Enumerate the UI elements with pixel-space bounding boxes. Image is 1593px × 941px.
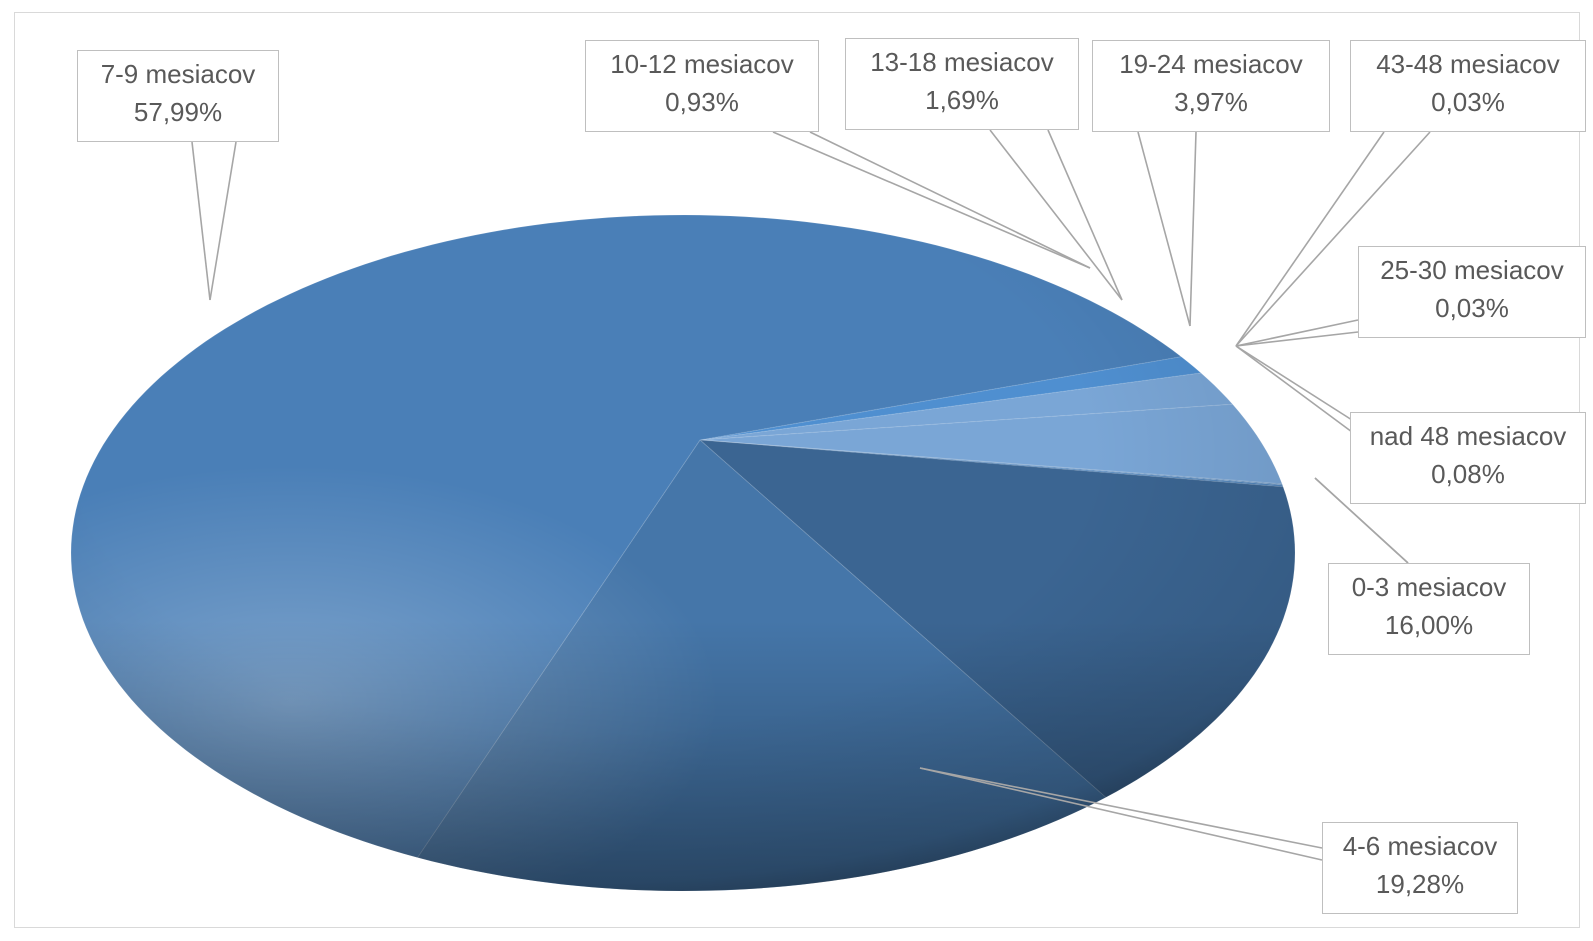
label-25-30: 25-30 mesiacov 0,03% xyxy=(1358,246,1586,338)
label-13-18: 13-18 mesiacov 1,69% xyxy=(845,38,1079,130)
leader-line xyxy=(1137,131,1191,327)
label-4-6: 4-6 mesiacov 19,28% xyxy=(1322,822,1518,914)
leader-line xyxy=(1235,345,1353,433)
leader-line xyxy=(772,131,1091,269)
leader-line xyxy=(209,141,237,301)
leader-line xyxy=(919,767,1323,849)
label-43-48: 43-48 mesiacov 0,03% xyxy=(1350,40,1586,132)
leader-line xyxy=(1235,131,1385,347)
label-7-9: 7-9 mesiacov 57,99% xyxy=(77,50,279,142)
leader-line xyxy=(1235,345,1353,421)
label-10-12: 10-12 mesiacov 0,93% xyxy=(585,40,819,132)
leader-line xyxy=(1235,319,1359,347)
leader-line xyxy=(1189,131,1197,327)
leader-line xyxy=(809,131,1091,269)
leader-line xyxy=(191,141,211,301)
leader-line xyxy=(1235,331,1359,347)
leader-line xyxy=(1047,129,1123,301)
leader-line xyxy=(989,129,1123,301)
label-nad-48: nad 48 mesiacov 0,08% xyxy=(1350,412,1586,504)
leader-line xyxy=(919,767,1323,861)
label-19-24: 19-24 mesiacov 3,97% xyxy=(1092,40,1330,132)
label-0-3: 0-3 mesiacov 16,00% xyxy=(1328,563,1530,655)
leader-line xyxy=(1314,477,1409,564)
pie-bottom-shade xyxy=(71,215,1295,891)
leader-line xyxy=(1235,131,1431,347)
